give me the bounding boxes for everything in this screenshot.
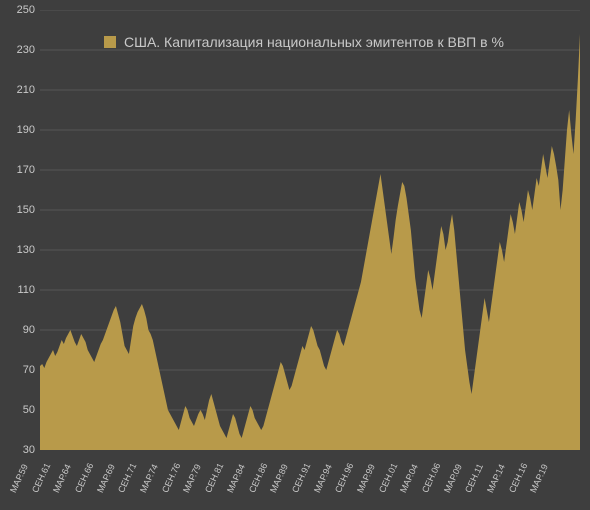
y-axis-tick: 30 [5,444,35,456]
y-axis-tick: 170 [5,164,35,176]
x-axis-tick: СЕН.86 [247,461,269,494]
legend: США. Капитализация национальных эмитенто… [104,34,504,50]
y-axis-tick: 210 [5,84,35,96]
y-axis-tick: 90 [5,324,35,336]
x-axis-tick: МАР.19 [528,463,550,495]
x-axis-tick: МАР.99 [355,463,377,495]
chart-container: США. Капитализация национальных эмитенто… [0,0,590,510]
x-axis-tick: СЕН.11 [463,462,485,494]
x-axis-tick: СЕН.06 [420,461,442,494]
x-axis-tick: МАР.64 [51,463,73,495]
y-axis-tick: 230 [5,44,35,56]
x-axis-tick: СЕН.61 [30,461,52,494]
chart-svg [40,10,580,450]
x-axis-tick: СЕН.81 [203,461,225,494]
x-axis-tick: МАР.04 [398,463,420,495]
legend-swatch [104,36,116,48]
x-axis-tick: СЕН.71 [116,461,138,494]
x-axis-tick: МАР.89 [268,463,290,495]
y-axis-tick: 110 [5,284,35,296]
x-axis-tick: МАР.94 [312,463,334,495]
legend-label: США. Капитализация национальных эмитенто… [124,34,504,50]
y-axis-tick: 250 [5,4,35,16]
x-axis-tick: МАР.74 [138,463,160,495]
y-axis-tick: 70 [5,364,35,376]
x-axis-tick: МАР.14 [485,463,507,495]
y-axis-tick: 50 [5,404,35,416]
y-axis-tick: 150 [5,204,35,216]
x-axis-tick: МАР.09 [442,463,464,495]
plot-area [40,10,580,450]
y-axis-tick: 190 [5,124,35,136]
x-axis-tick: МАР.59 [8,463,30,495]
x-axis-tick: МАР.69 [95,463,117,495]
x-axis-tick: МАР.79 [181,463,203,495]
x-axis-tick: СЕН.01 [377,461,399,494]
x-axis-tick: СЕН.91 [290,461,312,494]
y-axis-tick: 130 [5,244,35,256]
x-axis-tick: МАР.84 [225,463,247,495]
x-axis-tick: СЕН.66 [73,461,95,494]
x-axis-tick: СЕН.16 [507,461,529,494]
x-axis-tick: СЕН.96 [333,461,355,494]
x-axis-tick: СЕН.76 [160,461,182,494]
